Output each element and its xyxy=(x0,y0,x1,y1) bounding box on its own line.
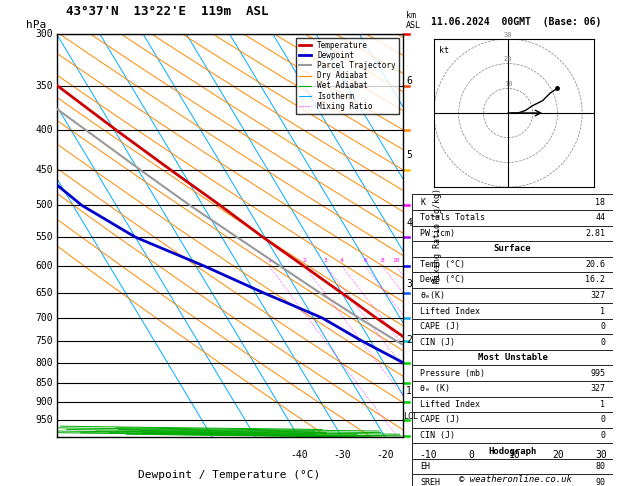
Text: 950: 950 xyxy=(35,415,53,425)
Text: Totals Totals: Totals Totals xyxy=(420,213,485,222)
Text: 30: 30 xyxy=(596,450,608,459)
Text: 995: 995 xyxy=(590,369,605,378)
Text: 650: 650 xyxy=(35,288,53,298)
Text: hPa: hPa xyxy=(26,20,46,30)
Text: 2: 2 xyxy=(406,335,412,345)
Text: 327: 327 xyxy=(590,384,605,393)
Text: 8: 8 xyxy=(381,258,384,263)
Text: -40: -40 xyxy=(290,450,308,459)
Text: 11.06.2024  00GMT  (Base: 06): 11.06.2024 00GMT (Base: 06) xyxy=(431,17,601,27)
Text: Dewpoint / Temperature (°C): Dewpoint / Temperature (°C) xyxy=(138,469,321,480)
Text: Surface: Surface xyxy=(494,244,532,253)
Text: 1: 1 xyxy=(600,400,605,409)
Text: Dewp (°C): Dewp (°C) xyxy=(420,276,465,284)
Text: 1: 1 xyxy=(600,307,605,315)
Text: 0: 0 xyxy=(600,431,605,440)
Text: 5: 5 xyxy=(406,150,412,159)
Text: 2.81: 2.81 xyxy=(585,229,605,238)
Text: 80: 80 xyxy=(595,462,605,471)
Text: 300: 300 xyxy=(35,29,53,39)
Text: 6: 6 xyxy=(364,258,367,263)
Text: 3: 3 xyxy=(406,278,412,289)
Text: 44: 44 xyxy=(595,213,605,222)
Text: EH: EH xyxy=(420,462,430,471)
Text: SREH: SREH xyxy=(420,478,440,486)
Text: Most Unstable: Most Unstable xyxy=(477,353,548,362)
Text: 3: 3 xyxy=(324,258,328,263)
Text: 450: 450 xyxy=(35,165,53,175)
Text: Hodograph: Hodograph xyxy=(489,447,537,455)
Text: 10: 10 xyxy=(509,450,521,459)
Text: 6: 6 xyxy=(406,76,412,86)
Text: 43°37'N  13°22'E  119m  ASL: 43°37'N 13°22'E 119m ASL xyxy=(66,5,269,18)
Text: CIN (J): CIN (J) xyxy=(420,431,455,440)
Text: 20: 20 xyxy=(504,56,512,62)
Text: 700: 700 xyxy=(35,313,53,323)
Text: 500: 500 xyxy=(35,200,53,210)
Text: Lifted Index: Lifted Index xyxy=(420,307,480,315)
Text: 30: 30 xyxy=(504,32,512,37)
Text: 4: 4 xyxy=(406,218,412,228)
Text: 800: 800 xyxy=(35,358,53,367)
Text: 0: 0 xyxy=(600,322,605,331)
Text: Lifted Index: Lifted Index xyxy=(420,400,480,409)
Text: Mixing Ratio (g/kg): Mixing Ratio (g/kg) xyxy=(433,188,442,283)
Text: 0: 0 xyxy=(469,450,475,459)
Text: 18: 18 xyxy=(595,198,605,207)
Text: 550: 550 xyxy=(35,232,53,242)
Text: 750: 750 xyxy=(35,336,53,346)
Text: 327: 327 xyxy=(590,291,605,300)
Text: -10: -10 xyxy=(420,450,437,459)
Text: θₑ (K): θₑ (K) xyxy=(420,384,450,393)
Legend: Temperature, Dewpoint, Parcel Trajectory, Dry Adiabat, Wet Adiabat, Isotherm, Mi: Temperature, Dewpoint, Parcel Trajectory… xyxy=(296,38,399,114)
Text: © weatheronline.co.uk: © weatheronline.co.uk xyxy=(459,474,572,484)
Text: 400: 400 xyxy=(35,125,53,136)
Text: 850: 850 xyxy=(35,378,53,388)
Text: 90: 90 xyxy=(595,478,605,486)
Text: 350: 350 xyxy=(35,81,53,91)
Text: km
ASL: km ASL xyxy=(406,11,421,30)
Text: CAPE (J): CAPE (J) xyxy=(420,416,460,424)
Text: CAPE (J): CAPE (J) xyxy=(420,322,460,331)
Text: -20: -20 xyxy=(376,450,394,459)
Text: 900: 900 xyxy=(35,397,53,407)
Text: -30: -30 xyxy=(333,450,351,459)
Text: K: K xyxy=(420,198,425,207)
Text: 600: 600 xyxy=(35,261,53,271)
Text: 2: 2 xyxy=(303,258,306,263)
Text: LCL: LCL xyxy=(403,412,418,421)
Text: 10: 10 xyxy=(392,258,399,263)
Text: Temp (°C): Temp (°C) xyxy=(420,260,465,269)
Text: PW (cm): PW (cm) xyxy=(420,229,455,238)
Text: 1: 1 xyxy=(267,258,271,263)
Text: θₑ(K): θₑ(K) xyxy=(420,291,445,300)
Text: 0: 0 xyxy=(600,416,605,424)
Text: 16.2: 16.2 xyxy=(585,276,605,284)
Text: 10: 10 xyxy=(504,81,512,87)
Text: 4: 4 xyxy=(340,258,344,263)
Text: Pressure (mb): Pressure (mb) xyxy=(420,369,485,378)
Text: kt: kt xyxy=(439,46,449,55)
Text: 1: 1 xyxy=(406,386,412,396)
Text: 0: 0 xyxy=(600,338,605,347)
Text: 20: 20 xyxy=(552,450,564,459)
Text: CIN (J): CIN (J) xyxy=(420,338,455,347)
Text: 20.6: 20.6 xyxy=(585,260,605,269)
